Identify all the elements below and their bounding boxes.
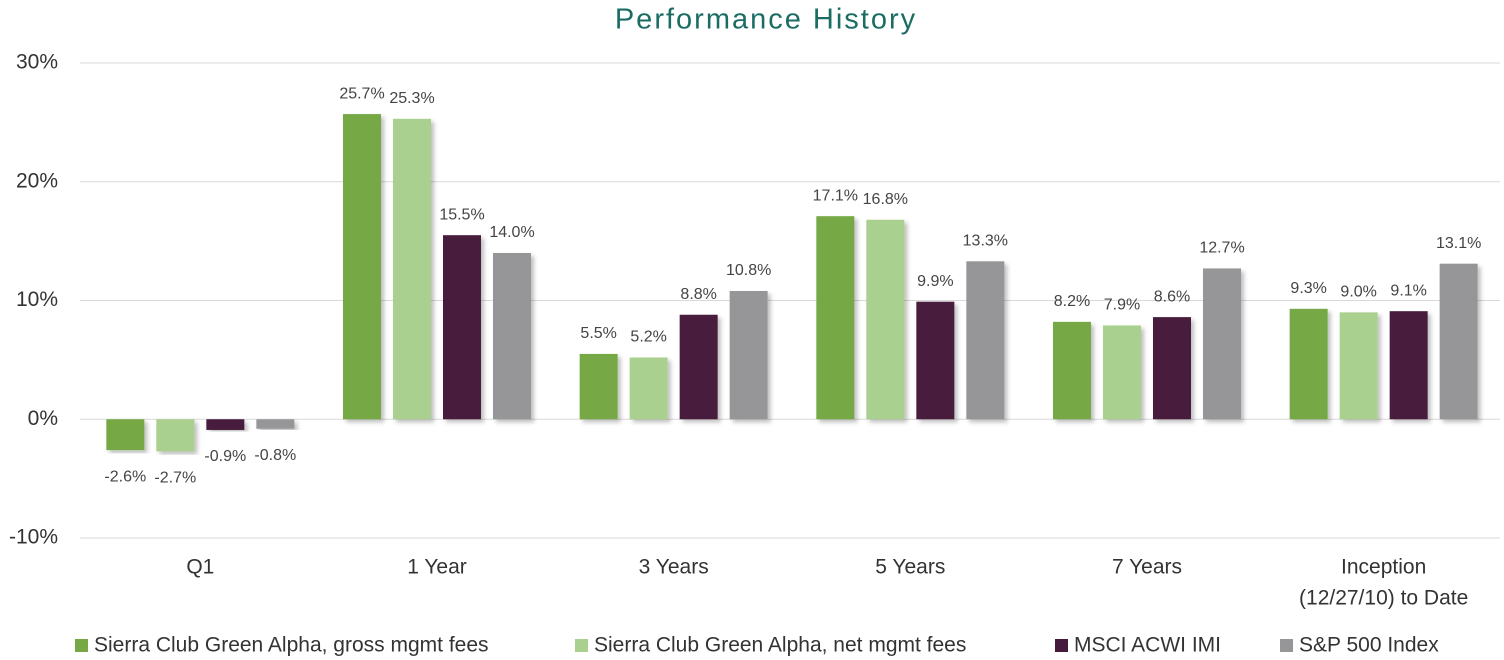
value-label: -0.9% — [204, 448, 246, 465]
value-label: 5.2% — [630, 329, 666, 346]
bar — [156, 419, 195, 452]
bar — [393, 118, 431, 420]
value-label: 9.0% — [1340, 284, 1376, 301]
value-label: 9.1% — [1390, 282, 1426, 299]
value-label: 9.9% — [917, 273, 953, 290]
legend-swatch — [75, 639, 88, 652]
legend-item: MSCI ACWI IMI — [1055, 634, 1221, 657]
legend-item: Sierra Club Green Alpha, net mgmt fees — [575, 634, 966, 657]
y-tick-label: 30% — [16, 51, 58, 74]
legend-swatch — [1055, 639, 1068, 652]
value-label: 25.3% — [389, 90, 434, 107]
legend-label: Sierra Club Green Alpha, net mgmt fees — [594, 634, 966, 657]
legend-label: MSCI ACWI IMI — [1074, 634, 1221, 657]
bar — [206, 419, 245, 430]
legend-swatch — [1280, 639, 1293, 652]
bar — [679, 314, 718, 420]
value-label: 5.5% — [580, 325, 616, 342]
legend-swatch — [575, 639, 588, 652]
value-label: 12.7% — [1199, 240, 1244, 257]
bar — [1053, 321, 1091, 420]
value-label: 15.5% — [439, 206, 484, 223]
bar — [729, 291, 768, 420]
chart-title: Performance History — [615, 4, 917, 36]
bar — [1289, 308, 1328, 420]
bar — [816, 216, 855, 420]
value-label: 8.6% — [1154, 288, 1190, 305]
x-tick-label: 7 Years — [1112, 556, 1182, 579]
bar — [966, 261, 1005, 420]
bar — [1389, 311, 1428, 420]
value-label: 16.8% — [863, 191, 908, 208]
value-label: -2.7% — [154, 470, 196, 487]
value-label: 13.3% — [963, 233, 1008, 250]
bar — [1103, 325, 1141, 420]
bar — [443, 235, 481, 420]
value-label: 8.2% — [1054, 293, 1090, 310]
y-tick-label: 20% — [16, 169, 58, 192]
bar — [629, 357, 668, 420]
value-label: 9.3% — [1290, 280, 1326, 297]
value-label: 7.9% — [1104, 297, 1140, 314]
bar — [106, 419, 145, 451]
bar — [493, 253, 531, 420]
x-tick-label: 5 Years — [875, 556, 945, 579]
value-label: 10.8% — [726, 262, 771, 279]
value-label: 25.7% — [339, 85, 384, 102]
bar — [579, 353, 618, 420]
bar — [1153, 317, 1191, 420]
x-tick-label: Inception — [1341, 556, 1426, 579]
value-label: 14.0% — [489, 224, 534, 241]
bar — [916, 301, 955, 420]
y-tick-label: -10% — [9, 526, 58, 549]
x-tick-label: (12/27/10) to Date — [1299, 587, 1468, 610]
value-label: -0.8% — [254, 447, 296, 464]
legend-label: S&P 500 Index — [1299, 634, 1439, 657]
bar — [1203, 268, 1241, 420]
value-label: 8.8% — [680, 286, 716, 303]
bar — [1339, 312, 1378, 420]
bar — [866, 219, 905, 420]
y-tick-label: 0% — [28, 407, 58, 430]
value-label: -2.6% — [104, 468, 146, 485]
x-tick-label: 1 Year — [407, 556, 467, 579]
x-tick-label: 3 Years — [639, 556, 709, 579]
value-label: 17.1% — [813, 187, 858, 204]
bar — [256, 419, 295, 429]
value-label: 13.1% — [1436, 235, 1481, 252]
x-tick-label: Q1 — [186, 556, 214, 579]
bar — [1439, 263, 1478, 420]
legend-label: Sierra Club Green Alpha, gross mgmt fees — [94, 634, 489, 657]
legend-item: Sierra Club Green Alpha, gross mgmt fees — [75, 634, 489, 657]
y-tick-label: 10% — [16, 288, 58, 311]
legend-item: S&P 500 Index — [1280, 634, 1439, 657]
bar — [343, 114, 381, 420]
